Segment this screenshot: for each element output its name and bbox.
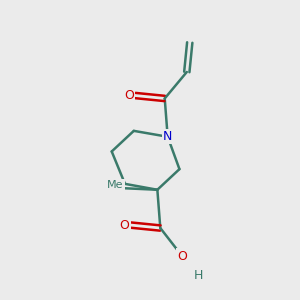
- Text: Me: Me: [107, 180, 124, 190]
- Text: O: O: [124, 89, 134, 102]
- Text: H: H: [193, 268, 203, 282]
- Text: N: N: [163, 130, 172, 143]
- Text: O: O: [119, 219, 129, 232]
- Text: O: O: [178, 250, 187, 262]
